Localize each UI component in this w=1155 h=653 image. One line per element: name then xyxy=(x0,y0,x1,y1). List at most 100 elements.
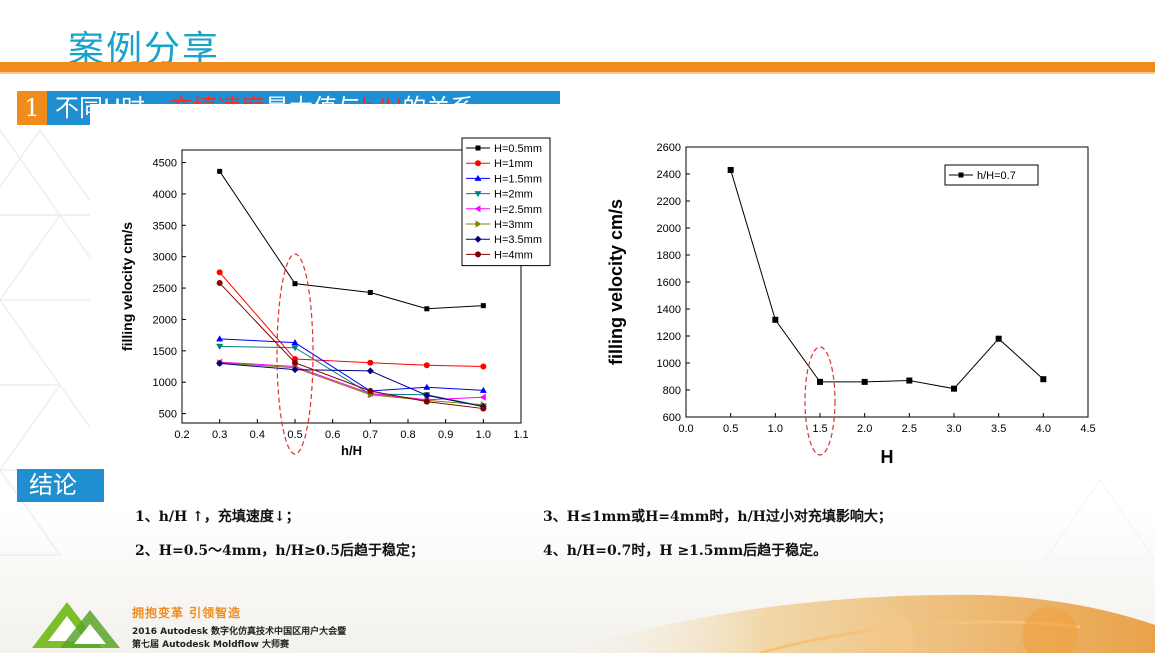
legend-box xyxy=(461,137,551,267)
x-tick-label: 0.9 xyxy=(438,429,453,441)
x-axis-label: H xyxy=(881,447,894,467)
data-point xyxy=(367,359,374,366)
x-tick-label: 0.3 xyxy=(212,429,227,441)
data-point xyxy=(216,359,224,367)
plot-frame xyxy=(685,146,1089,418)
legend-label: H=4mm xyxy=(494,249,533,261)
legend-label: H=3.5mm xyxy=(494,234,542,246)
y-tick-label: 500 xyxy=(159,409,177,421)
legend-box xyxy=(944,164,1039,186)
data-point xyxy=(217,168,223,174)
data-point xyxy=(1040,376,1047,383)
y-tick-label: 1400 xyxy=(657,304,681,316)
x-tick-label: 1.0 xyxy=(768,423,783,435)
conclusion-3: 3、H≤1mm或H=4mm时，h/H过小对充填影响大； xyxy=(543,509,892,525)
y-tick-label: 2500 xyxy=(153,283,177,295)
data-point xyxy=(423,362,430,369)
legend-marker xyxy=(958,172,964,178)
legend-label: H=1.5mm xyxy=(494,173,542,185)
data-point xyxy=(727,166,734,173)
annotation-ellipse xyxy=(276,253,314,455)
data-point xyxy=(424,306,430,312)
y-tick-label: 1800 xyxy=(657,250,681,262)
data-point xyxy=(906,377,913,384)
legend-label: H=3mm xyxy=(494,219,533,231)
data-point xyxy=(291,366,299,374)
footer-event-line-2: 第七届 Autodesk Moldflow 大师赛 xyxy=(132,640,289,650)
data-point xyxy=(480,303,486,309)
x-tick-label: 0.5 xyxy=(723,423,738,435)
data-point xyxy=(772,316,779,323)
data-point xyxy=(367,387,374,394)
x-tick-label: 4.5 xyxy=(1080,423,1095,435)
conclusion-2: 2、H=0.5～4mm，h/H≥0.5后趋于稳定； xyxy=(135,543,425,559)
y-axis-label: filling velocity cm/s xyxy=(606,199,626,365)
y-tick-label: 2600 xyxy=(657,142,681,154)
autodesk-event-logo xyxy=(32,602,120,648)
data-point xyxy=(423,398,430,405)
y-tick-label: 2400 xyxy=(657,169,681,181)
x-tick-label: 0.4 xyxy=(250,429,265,441)
legend-marker xyxy=(475,251,481,258)
y-tick-label: 2000 xyxy=(657,223,681,235)
data-point xyxy=(367,289,373,295)
data-point xyxy=(216,335,224,342)
charts-panel xyxy=(90,104,1108,476)
data-point xyxy=(292,281,298,287)
series-h/H=0.7 xyxy=(727,166,1047,392)
legend-label: H=1mm xyxy=(494,158,533,170)
data-point xyxy=(480,405,487,412)
conclusion-4: 4、h/H=0.7时，H ≥1.5mm后趋于稳定。 xyxy=(543,543,828,559)
data-point xyxy=(951,385,957,392)
x-tick-label: 1.0 xyxy=(476,429,491,441)
data-point xyxy=(366,367,374,375)
x-tick-label: 0.7 xyxy=(363,429,378,441)
x-tick-label: 0.8 xyxy=(400,429,415,441)
y-tick-label: 1200 xyxy=(657,331,681,343)
y-tick-label: 4500 xyxy=(153,158,177,170)
y-tick-label: 1000 xyxy=(657,358,681,370)
x-tick-label: 2.0 xyxy=(857,423,872,435)
series-H=4mm xyxy=(216,280,487,412)
y-tick-label: 1600 xyxy=(657,277,681,289)
car-graphic xyxy=(560,594,1155,653)
data-point xyxy=(216,280,223,287)
x-tick-label: 2.5 xyxy=(902,423,917,435)
series-H=0.5mm xyxy=(217,168,486,312)
y-tick-label: 4000 xyxy=(153,189,177,201)
title-divider xyxy=(0,62,1155,72)
title-divider-highlight xyxy=(0,72,1155,74)
data-point xyxy=(480,363,487,370)
legend-marker xyxy=(474,174,482,181)
legend-marker xyxy=(475,145,481,151)
y-tick-label: 3000 xyxy=(153,252,177,264)
legend-marker xyxy=(474,205,481,213)
x-tick-label: 4.0 xyxy=(1036,423,1051,435)
footer-event-line-1: 2016 Autodesk 数字化仿真技术中国区用户大会暨 xyxy=(132,627,347,637)
x-axis-label: h/H xyxy=(341,443,362,458)
x-tick-label: 3.5 xyxy=(991,423,1006,435)
y-tick-label: 2200 xyxy=(657,196,681,208)
plot-frame xyxy=(181,149,522,424)
data-point xyxy=(291,339,299,346)
legend-label: h/H=0.7 xyxy=(977,170,1016,182)
data-point xyxy=(479,393,486,401)
data-point xyxy=(995,335,1002,342)
data-point xyxy=(479,386,487,393)
conclusion-label: 结论 xyxy=(17,469,104,502)
y-tick-label: 1000 xyxy=(153,377,177,389)
section-number: 1 xyxy=(17,91,47,125)
x-tick-label: 0.5 xyxy=(287,429,302,441)
legend-marker xyxy=(475,220,482,228)
legend-marker xyxy=(474,235,482,243)
annotation-ellipse xyxy=(804,346,836,456)
x-tick-label: 0.6 xyxy=(325,429,340,441)
data-point xyxy=(216,343,224,350)
y-axis-label: filling velocity cm/s xyxy=(119,222,135,351)
data-point xyxy=(423,391,431,399)
x-tick-label: 0.2 xyxy=(174,429,189,441)
legend-label: H=2mm xyxy=(494,189,533,201)
